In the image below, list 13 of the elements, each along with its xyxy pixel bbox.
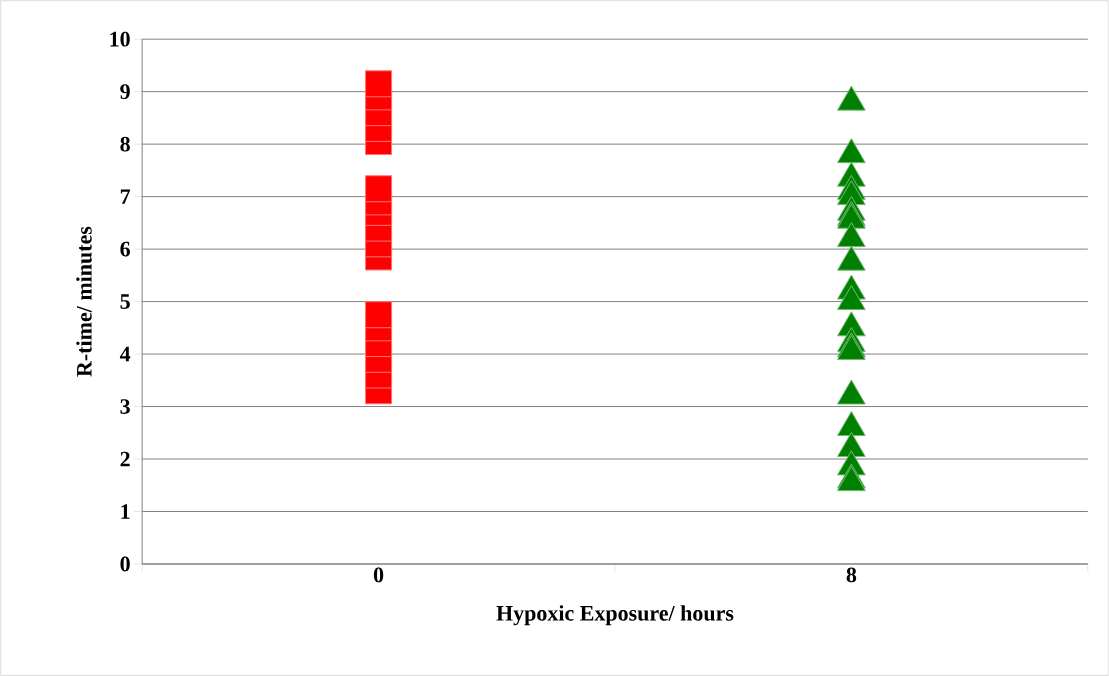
y-tick-label: 7 xyxy=(120,189,131,204)
y-tick-label: 6 xyxy=(120,241,130,257)
y-tick-label: 10 xyxy=(110,31,130,47)
y-tick-label: 3 xyxy=(120,399,130,414)
y-tick-label: 0 xyxy=(120,556,130,572)
x-axis-title: Hypoxic Exposure/ hours xyxy=(496,605,734,626)
y-tick-label: 5 xyxy=(120,294,130,309)
y-tick-label: 4 xyxy=(119,346,131,362)
y-axis-title: R-time/ minutes xyxy=(76,226,92,377)
y-tick-label: 1 xyxy=(121,504,130,519)
y-tick-label: 8 xyxy=(120,136,130,152)
y-tick-label: 9 xyxy=(120,84,130,99)
y-tick-label: 2 xyxy=(120,451,130,467)
